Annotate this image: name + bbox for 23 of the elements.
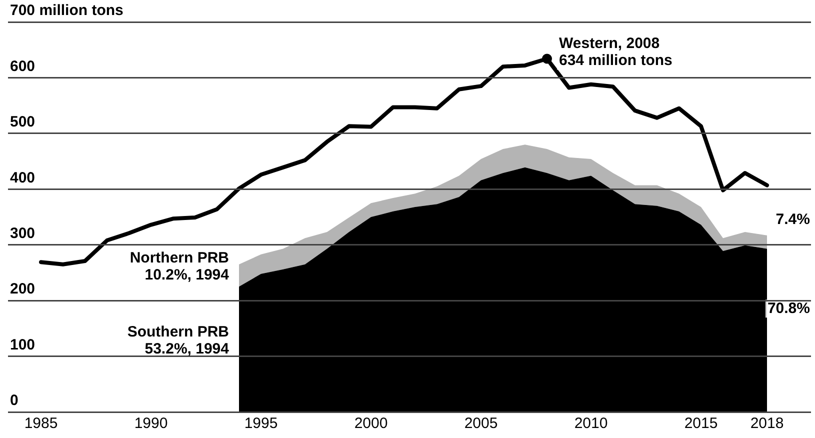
y-tick-label: 700 million tons bbox=[10, 2, 124, 20]
y-tick-label: 600 bbox=[10, 58, 36, 75]
x-tick-label: 1995 bbox=[244, 415, 278, 432]
x-tick-label: 2015 bbox=[684, 415, 718, 432]
y-tick-label: 400 bbox=[10, 169, 36, 186]
x-tick-label: 2018 bbox=[750, 415, 784, 432]
series-label: Southern PRB bbox=[127, 323, 230, 340]
x-tick-label: 2005 bbox=[464, 415, 498, 432]
x-tick-label: 1990 bbox=[134, 415, 168, 432]
x-tick-label: 2000 bbox=[354, 415, 388, 432]
annotation: Western, 2008 634 million tons bbox=[559, 34, 672, 69]
x-tick-label: 1985 bbox=[24, 415, 58, 432]
y-tick-label: 300 bbox=[10, 225, 36, 242]
y-tick-label: 0 bbox=[10, 392, 18, 410]
annotation: 53.2%, 1994 bbox=[144, 340, 230, 358]
y-tick-label: 100 bbox=[10, 336, 36, 354]
annotation: 10.2%, 1994 bbox=[144, 266, 230, 284]
y-tick-label: 500 bbox=[10, 114, 36, 131]
series-label: Northern PRB bbox=[130, 250, 230, 267]
y-tick-label: 200 bbox=[10, 280, 36, 298]
annotation: 70.8% bbox=[767, 300, 810, 317]
x-tick-label: 2010 bbox=[574, 415, 608, 432]
annotation: 7.4% bbox=[776, 211, 810, 228]
